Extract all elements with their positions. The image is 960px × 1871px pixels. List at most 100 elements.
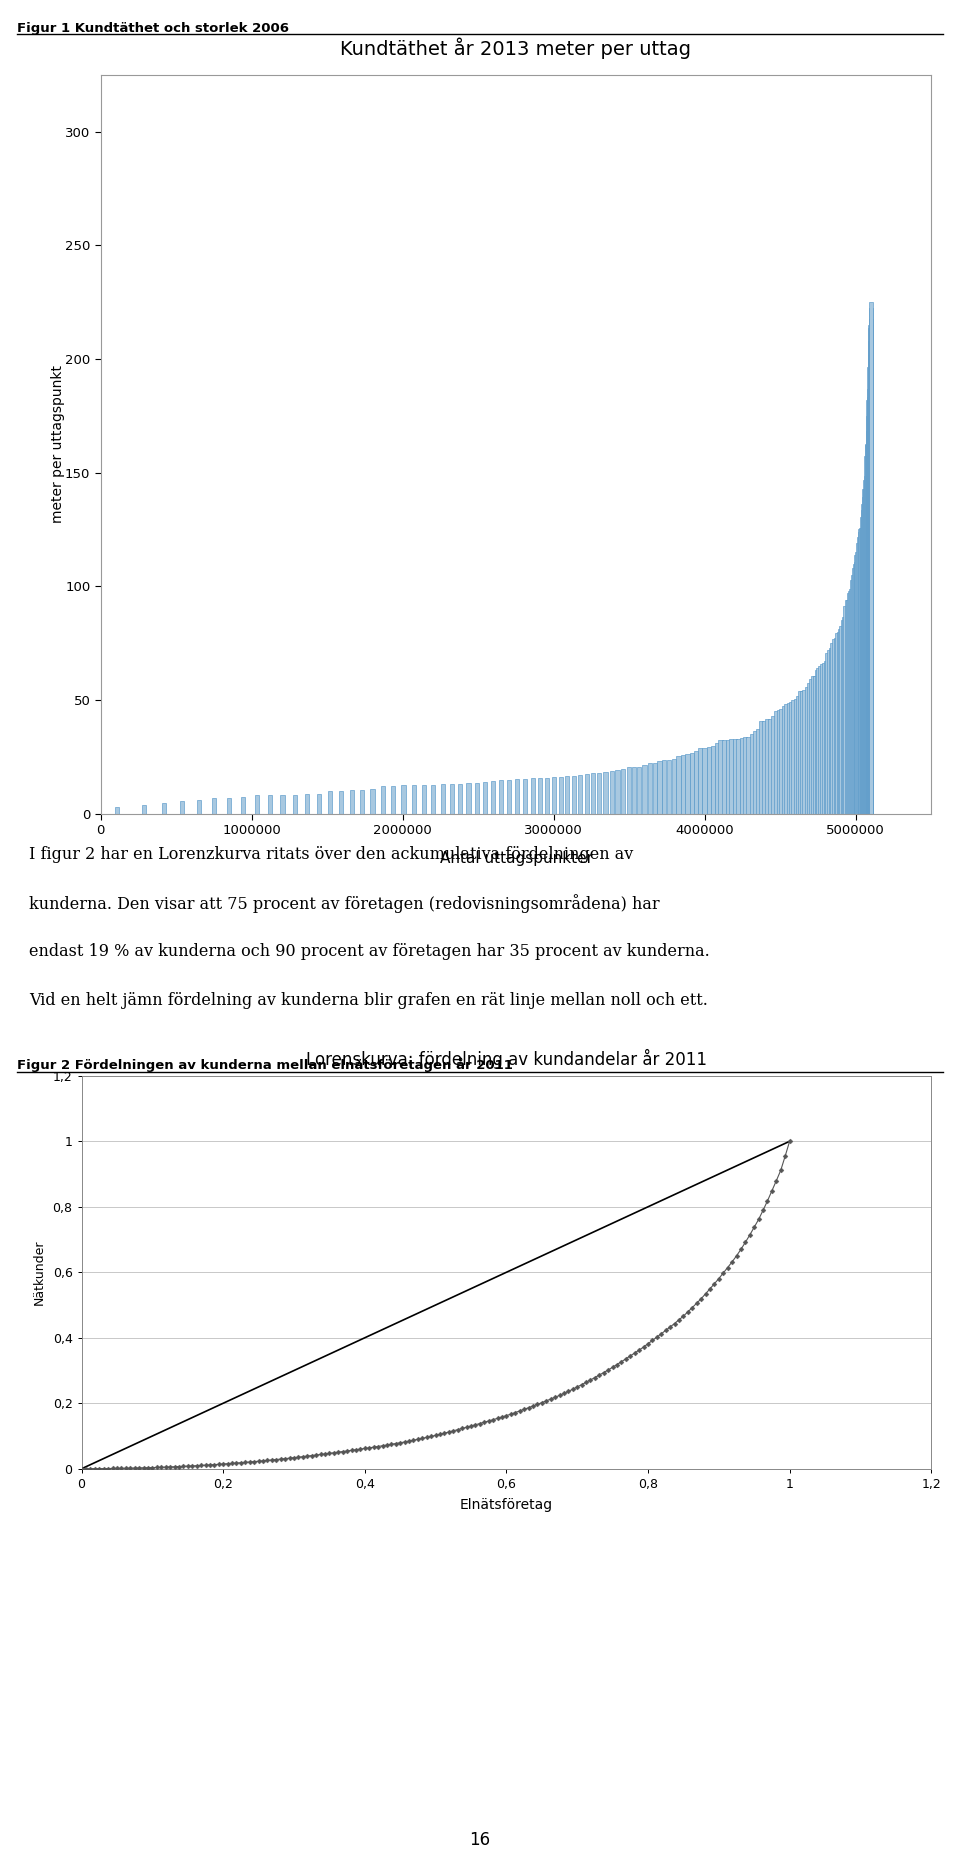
Bar — [621, 769, 625, 814]
Bar — [360, 790, 364, 814]
Bar — [197, 799, 201, 814]
Text: Figur 1 Kundtäthet och storlek 2006: Figur 1 Kundtäthet och storlek 2006 — [17, 22, 289, 34]
Bar — [859, 528, 864, 814]
Title: Kundtäthet år 2013 meter per uttag: Kundtäthet år 2013 meter per uttag — [341, 37, 691, 60]
Bar — [798, 690, 803, 814]
Bar — [808, 679, 813, 814]
Bar — [703, 748, 707, 814]
Bar — [837, 632, 841, 814]
Y-axis label: meter per uttagspunkt: meter per uttagspunkt — [51, 365, 65, 524]
Bar — [492, 780, 495, 814]
Text: 16: 16 — [469, 1830, 491, 1849]
Bar — [828, 649, 831, 814]
Bar — [441, 784, 444, 814]
Bar — [852, 563, 857, 814]
Bar — [516, 778, 519, 814]
Bar — [756, 728, 760, 814]
Bar — [732, 739, 737, 814]
Bar — [830, 644, 834, 814]
Bar — [864, 477, 868, 814]
Bar — [689, 752, 694, 814]
Bar — [305, 793, 309, 814]
Bar — [759, 722, 763, 814]
Bar — [647, 763, 652, 814]
Bar — [838, 629, 842, 814]
Bar — [847, 593, 851, 814]
Bar — [810, 675, 815, 814]
Bar — [863, 488, 867, 814]
Bar — [791, 700, 796, 814]
Bar — [861, 505, 866, 814]
Bar — [750, 733, 754, 814]
Bar — [867, 399, 871, 814]
Bar — [859, 528, 863, 814]
Bar — [499, 780, 503, 814]
Bar — [241, 797, 245, 814]
Bar — [842, 617, 846, 814]
Bar — [142, 805, 146, 814]
Bar — [856, 543, 860, 814]
Bar — [868, 329, 873, 814]
Bar — [861, 511, 865, 814]
Bar — [662, 760, 666, 814]
Bar — [803, 690, 806, 814]
Bar — [718, 741, 723, 814]
Bar — [632, 767, 636, 814]
X-axis label: Elnätsföretag: Elnätsföretag — [460, 1497, 553, 1512]
Bar — [820, 664, 825, 814]
Bar — [726, 739, 730, 814]
Bar — [780, 709, 783, 814]
Bar — [794, 700, 798, 814]
Bar — [832, 640, 836, 814]
Bar — [458, 784, 463, 814]
Bar — [806, 683, 811, 814]
Bar — [818, 666, 823, 814]
Bar — [762, 720, 766, 814]
Bar — [851, 574, 855, 814]
Bar — [835, 632, 839, 814]
Bar — [804, 687, 808, 814]
Bar — [867, 397, 871, 814]
Bar — [523, 778, 527, 814]
Bar — [381, 786, 385, 814]
Bar — [777, 709, 780, 814]
Bar — [391, 786, 396, 814]
Bar — [815, 670, 819, 814]
Text: I figur 2 har en Lorenzkurva ritats över den ackumulativa fördelningen av: I figur 2 har en Lorenzkurva ritats över… — [29, 846, 633, 863]
Bar — [565, 776, 569, 814]
Bar — [162, 803, 166, 814]
Bar — [789, 702, 793, 814]
Bar — [714, 743, 719, 814]
Bar — [722, 739, 726, 814]
Bar — [768, 718, 773, 814]
Bar — [572, 776, 576, 814]
Bar — [869, 320, 873, 814]
Bar — [467, 784, 470, 814]
Bar — [868, 367, 872, 814]
Bar — [860, 516, 864, 814]
Bar — [850, 580, 854, 814]
Bar — [694, 752, 698, 814]
Bar — [862, 498, 866, 814]
Bar — [328, 791, 332, 814]
Bar — [869, 309, 873, 814]
Bar — [869, 303, 873, 814]
Bar — [578, 775, 583, 814]
Bar — [538, 778, 542, 814]
Bar — [868, 341, 873, 814]
Title: Lorenskurva: fördelning av kundandelar år 2011: Lorenskurva: fördelning av kundandelar å… — [306, 1048, 707, 1068]
Bar — [866, 443, 870, 814]
Bar — [816, 668, 821, 814]
Bar — [681, 754, 685, 814]
Bar — [784, 705, 788, 814]
Bar — [615, 771, 619, 814]
Bar — [317, 793, 321, 814]
Bar — [787, 703, 791, 814]
Bar — [863, 481, 868, 814]
Bar — [845, 601, 849, 814]
Bar — [545, 778, 549, 814]
Bar — [268, 795, 272, 814]
Bar — [765, 718, 770, 814]
Text: Vid en helt jämn fördelning av kunderna blir grafen en rät linje mellan noll och: Vid en helt jämn fördelning av kunderna … — [29, 992, 708, 1008]
Bar — [610, 771, 613, 814]
